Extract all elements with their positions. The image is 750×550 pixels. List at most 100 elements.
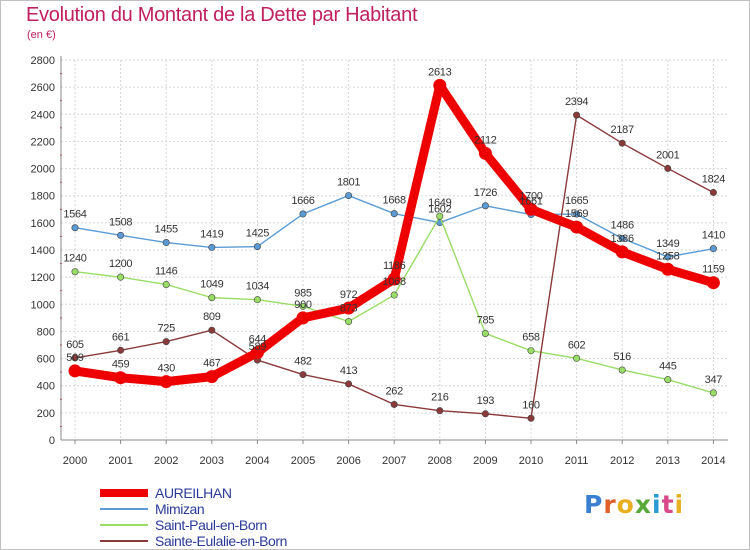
data-label-mimizan: 1801 (337, 177, 360, 189)
y-tick-label: 2800 (31, 55, 55, 67)
data-label-sainte-eulalie-en-born: 216 (431, 392, 449, 404)
data-point-sainte-eulalie-en-born (664, 164, 672, 172)
y-tick-label: 600 (37, 354, 55, 366)
data-label-saint-paul-en-born: 445 (659, 361, 677, 373)
data-label-sainte-eulalie-en-born: 2001 (656, 149, 679, 161)
data-point-sainte-eulalie-en-born (345, 380, 353, 388)
data-point-aureilhan (250, 346, 264, 360)
data-point-sainte-eulalie-en-born (208, 326, 216, 334)
data-point-sainte-eulalie-en-born (390, 400, 398, 408)
data-point-aureilhan (68, 364, 82, 378)
data-point-saint-paul-en-born (481, 329, 489, 337)
chart-subtitle: (en €) (27, 29, 56, 41)
x-tick-label: 2009 (473, 455, 497, 467)
y-tick-label: 1200 (31, 272, 55, 284)
data-point-sainte-eulalie-en-born (436, 407, 444, 415)
legend-item-mimizan: Mimizan (100, 501, 360, 517)
y-tick-labels: 0 200 400 600 800 1000 1200 1400 1600 1800 2000 220… (31, 55, 55, 447)
data-point-sainte-eulalie-en-born (71, 354, 79, 362)
data-point-saint-paul-en-born (664, 376, 672, 384)
data-point-aureilhan (296, 311, 310, 325)
legend-swatch-aureilhan (100, 489, 148, 497)
data-label-aureilhan: 467 (203, 358, 221, 370)
y-tick-label: 2000 (31, 164, 55, 176)
data-label-aureilhan: 1258 (656, 250, 679, 262)
data-point-saint-paul-en-born (345, 318, 353, 326)
legend-label-mimizan: Mimizan (155, 501, 205, 517)
data-point-aureilhan (433, 78, 447, 92)
logo-letter: o (616, 490, 635, 519)
data-point-saint-paul-en-born (208, 294, 216, 302)
data-label-saint-paul-en-born: 985 (294, 287, 312, 299)
data-point-mimizan (71, 224, 79, 232)
data-label-aureilhan: 644 (249, 334, 267, 346)
logo-letter: x (634, 490, 652, 519)
x-tick-label: 2007 (382, 455, 406, 467)
x-tick-label: 2003 (200, 455, 224, 467)
data-point-mimizan (618, 234, 626, 242)
data-point-aureilhan (478, 146, 492, 160)
data-point-saint-paul-en-born (527, 347, 535, 355)
legend-item-aureilhan: AUREILHAN (100, 485, 360, 501)
data-label-sainte-eulalie-en-born: 661 (112, 331, 130, 343)
x-tick-label: 2004 (245, 455, 269, 467)
data-point-sainte-eulalie-en-born (299, 371, 307, 379)
x-tick-labels: 2000 2001 2002 2003 2004 2005 2006 2007 2008 2009… (63, 455, 726, 467)
data-label-sainte-eulalie-en-born: 1824 (702, 173, 725, 185)
data-point-sainte-eulalie-en-born (117, 346, 125, 354)
data-point-aureilhan (342, 301, 356, 315)
data-label-aureilhan: 1159 (702, 264, 725, 276)
data-label-aureilhan: 2613 (428, 66, 451, 78)
data-label-aureilhan: 1569 (565, 208, 588, 220)
y-tick-label: 1600 (31, 218, 55, 230)
data-label-saint-paul-en-born: 516 (613, 351, 631, 363)
data-label-aureilhan: 972 (340, 289, 358, 301)
data-label-aureilhan: 509 (66, 352, 84, 364)
y-tick-label: 200 (37, 408, 55, 420)
data-labels: 509 459 430 467 644 900 972 1186 2613 2112 1700 156… (63, 66, 725, 411)
data-label-mimizan: 1666 (291, 195, 314, 207)
logo-letter: P (584, 490, 604, 519)
data-point-mimizan (664, 253, 672, 261)
logo-letter: i (652, 490, 662, 519)
data-label-mimizan: 1425 (246, 228, 269, 240)
data-point-sainte-eulalie-en-born (481, 410, 489, 418)
data-point-saint-paul-en-born (71, 268, 79, 276)
y-tick-label: 400 (37, 381, 55, 393)
data-label-sainte-eulalie-en-born: 262 (385, 385, 403, 397)
data-label-saint-paul-en-born: 347 (705, 374, 723, 386)
legend-swatch-sainte-eulalie-en-born (100, 540, 148, 542)
data-label-aureilhan: 2112 (474, 134, 497, 146)
data-point-mimizan (208, 243, 216, 251)
y-tick-label: 1800 (31, 191, 55, 203)
data-point-aureilhan (615, 245, 629, 259)
data-label-mimizan: 1486 (611, 219, 634, 231)
data-point-sainte-eulalie-en-born (527, 414, 535, 422)
data-point-aureilhan (387, 272, 401, 286)
data-point-sainte-eulalie-en-born (709, 188, 717, 196)
legend-swatch-saint-paul-en-born (100, 524, 148, 526)
data-label-sainte-eulalie-en-born: 160 (522, 399, 540, 411)
y-tick-label: 800 (37, 326, 55, 338)
data-label-aureilhan: 1386 (611, 233, 634, 245)
data-label-sainte-eulalie-en-born: 2394 (565, 96, 588, 108)
data-point-aureilhan (706, 276, 720, 290)
data-point-saint-paul-en-born (299, 302, 307, 310)
logo-letter: t (661, 490, 675, 519)
data-label-mimizan: 1564 (63, 209, 86, 221)
data-label-saint-paul-en-born: 1049 (200, 279, 223, 291)
data-label-mimizan: 1726 (474, 187, 497, 199)
data-point-saint-paul-en-born (573, 354, 581, 362)
data-label-saint-paul-en-born: 785 (477, 314, 495, 326)
data-label-saint-paul-en-born: 1034 (246, 281, 269, 293)
data-label-sainte-eulalie-en-born: 605 (66, 339, 84, 351)
data-label-mimizan: 1410 (702, 230, 725, 242)
data-point-saint-paul-en-born (390, 291, 398, 299)
data-label-saint-paul-en-born: 1240 (63, 253, 86, 265)
data-label-mimizan: 1508 (109, 216, 132, 228)
logo-letter: r (603, 490, 617, 519)
data-point-saint-paul-en-born (709, 389, 717, 397)
data-point-aureilhan (205, 370, 219, 384)
x-tick-label: 2012 (610, 455, 634, 467)
x-tick-label: 2013 (656, 455, 680, 467)
